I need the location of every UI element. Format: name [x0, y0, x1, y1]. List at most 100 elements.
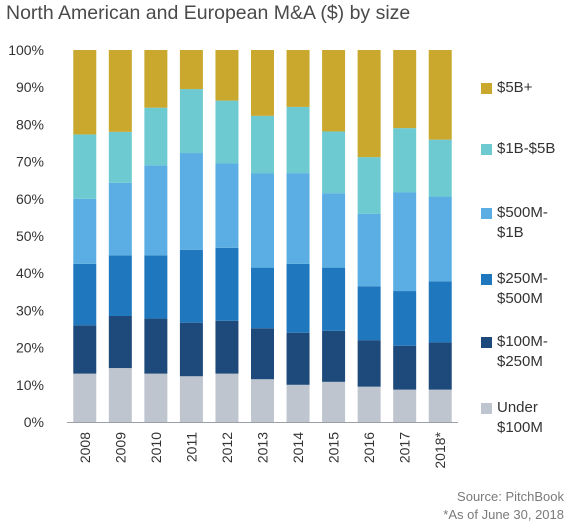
- legend-label-line: $100M: [497, 419, 543, 436]
- chart-title: North American and European M&A ($) by s…: [6, 2, 411, 24]
- legend-swatch: [481, 83, 492, 94]
- bar-segment: [215, 50, 239, 101]
- x-tick-label: 2016: [361, 432, 377, 463]
- legend-swatch: [481, 403, 492, 414]
- legend-label-line: $5B+: [497, 79, 533, 96]
- y-tick-label: 50%: [16, 228, 44, 244]
- bar-segment: [393, 389, 417, 422]
- bar-segment: [179, 249, 203, 323]
- legend-swatch: [481, 208, 492, 219]
- x-tick-label: 2015: [326, 432, 342, 463]
- legend-label: $250M- $500M: [497, 269, 548, 309]
- bar-segment: [73, 134, 97, 199]
- y-tick-label: 30%: [16, 302, 44, 318]
- bar-segment: [251, 267, 274, 329]
- legend-swatch: [481, 274, 492, 285]
- x-tick-label: 2013: [255, 432, 271, 463]
- bar-segment: [108, 315, 132, 369]
- legend-label: Under $100M: [497, 398, 543, 438]
- legend-label-line: $500M: [497, 290, 543, 307]
- legend-label-line: $1B: [497, 224, 524, 241]
- bar-segment: [108, 50, 132, 132]
- y-tick-label: 10%: [16, 377, 44, 393]
- bar-segment: [73, 325, 97, 374]
- bar-segment: [286, 263, 310, 333]
- x-tick-label: 2009: [112, 432, 128, 463]
- x-tick-label: 2017: [397, 432, 413, 463]
- bar-segment: [357, 157, 381, 214]
- bar-segment: [179, 376, 203, 422]
- bar-segment: [428, 389, 452, 422]
- legend-label: $100M- $250M: [497, 332, 548, 372]
- bar-segment: [428, 342, 452, 390]
- bar-segment: [179, 50, 203, 90]
- bar-segment: [286, 106, 310, 174]
- bar-segment: [144, 50, 168, 108]
- legend-label-line: $1B-$5B: [497, 140, 556, 157]
- bar-segment: [286, 384, 310, 422]
- y-tick-label: 60%: [16, 191, 44, 207]
- x-tick-label: 2008: [77, 432, 93, 463]
- legend-label: $1B-$5B: [497, 139, 555, 159]
- source-note: Source: PitchBook: [457, 489, 564, 504]
- bar-segment: [251, 379, 274, 422]
- y-tick-label: 90%: [16, 79, 44, 95]
- bar-segment: [251, 115, 274, 174]
- footnote: *As of June 30, 2018: [443, 507, 564, 522]
- bar-segment: [322, 381, 346, 422]
- bar-segment: [428, 281, 452, 343]
- legend-label-line: $500M-: [497, 204, 548, 221]
- bar-segment: [393, 291, 417, 346]
- bar-segment: [179, 322, 203, 377]
- bar-segment: [215, 373, 239, 422]
- bar-segment: [322, 267, 346, 331]
- bar-segment: [108, 368, 132, 422]
- bar-segment: [428, 50, 452, 140]
- bar-segment: [215, 100, 239, 164]
- y-tick-label: 0%: [24, 414, 44, 430]
- bar-segment: [215, 163, 239, 248]
- bar-segment: [108, 131, 132, 183]
- bar-segment: [73, 373, 97, 422]
- bar-segment: [393, 192, 417, 292]
- bar-segment: [393, 50, 417, 129]
- bar-segment: [215, 320, 239, 374]
- bar-segment: [108, 182, 132, 256]
- legend-swatch: [481, 337, 492, 348]
- x-tick-label: 2012: [219, 432, 235, 463]
- x-tick-label: 2018*: [432, 431, 448, 468]
- bar-segment: [322, 131, 346, 194]
- bar-segment: [179, 153, 203, 250]
- legend-label: $500M- $1B: [497, 203, 548, 243]
- y-tick-label: 40%: [16, 265, 44, 281]
- bar-segment: [322, 330, 346, 382]
- bar-segment: [357, 50, 381, 158]
- x-tick-label: 2010: [148, 432, 164, 463]
- bar-segment: [251, 328, 274, 380]
- bar-segment: [393, 128, 417, 193]
- bar-segment: [108, 255, 132, 316]
- bar-segment: [357, 340, 381, 387]
- bar-segment: [251, 173, 274, 268]
- y-tick-label: 70%: [16, 154, 44, 170]
- y-tick-label: 20%: [16, 340, 44, 356]
- bar-segment: [393, 345, 417, 390]
- x-tick-label: 2011: [183, 432, 199, 462]
- bar-segment: [286, 50, 310, 107]
- bar-segment: [144, 165, 168, 256]
- bar-segment: [144, 107, 168, 166]
- legend-label-line: $100M-: [497, 333, 548, 350]
- legend-label-line: Under: [497, 399, 538, 416]
- legend-label: $5B+: [497, 78, 532, 98]
- bar-segment: [251, 50, 274, 116]
- bar-segment: [357, 213, 381, 287]
- bar-segment: [322, 50, 346, 132]
- y-tick-label: 80%: [16, 116, 44, 132]
- legend-swatch: [481, 144, 492, 155]
- bar-segment: [428, 139, 452, 197]
- bar-segment: [357, 386, 381, 422]
- legend-label-line: $250M-: [497, 270, 548, 287]
- bar-segment: [322, 193, 346, 268]
- bar-segment: [73, 263, 97, 326]
